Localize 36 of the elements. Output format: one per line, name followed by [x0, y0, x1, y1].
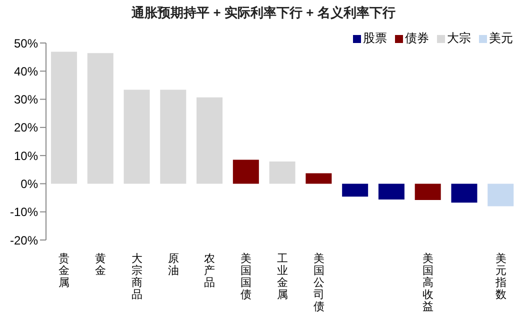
bar	[87, 53, 114, 184]
bar	[378, 184, 404, 200]
bar	[342, 184, 368, 197]
legend-label: 大宗	[446, 30, 471, 47]
x-tick-label: 黄金	[95, 252, 106, 277]
bar	[160, 90, 186, 184]
y-tick-label: 10%	[14, 148, 38, 163]
bar	[196, 97, 223, 184]
bar	[451, 184, 478, 203]
bar	[488, 184, 514, 206]
y-tick-label: 20%	[14, 120, 38, 135]
y-tick-label: 30%	[14, 92, 38, 107]
bar	[414, 184, 441, 200]
x-tick-label: 美国高收益	[422, 252, 434, 313]
y-tick-label: -10%	[10, 205, 38, 220]
y-tick-label: 0%	[20, 176, 38, 191]
bar	[269, 161, 296, 184]
x-tick-label: 农产品	[204, 253, 216, 289]
legend-label: 美元	[488, 30, 513, 47]
x-tick-label: 大宗商品	[131, 252, 142, 301]
x-tick-label: 美元指数	[494, 252, 506, 301]
y-tick-label: 50%	[14, 36, 38, 50]
bar	[232, 160, 259, 184]
bar	[51, 52, 77, 184]
x-tick-label: 原油	[168, 253, 179, 277]
y-tick-label: -20%	[10, 233, 38, 248]
x-tick-label: 贵金属	[58, 252, 70, 289]
bar	[306, 173, 332, 184]
legend-label: 股票	[362, 30, 387, 47]
y-tick-label: 40%	[14, 64, 38, 78]
legend-label: 债券	[404, 30, 429, 47]
bar	[124, 90, 150, 184]
x-tick-label: 工业金属	[277, 253, 288, 301]
chart-title: 通胀预期持平 + 实际利率下行 + 名义利率下行	[130, 4, 396, 22]
x-tick-label: 美国公司债	[313, 252, 324, 313]
x-tick-label: 美国国债	[240, 252, 252, 301]
